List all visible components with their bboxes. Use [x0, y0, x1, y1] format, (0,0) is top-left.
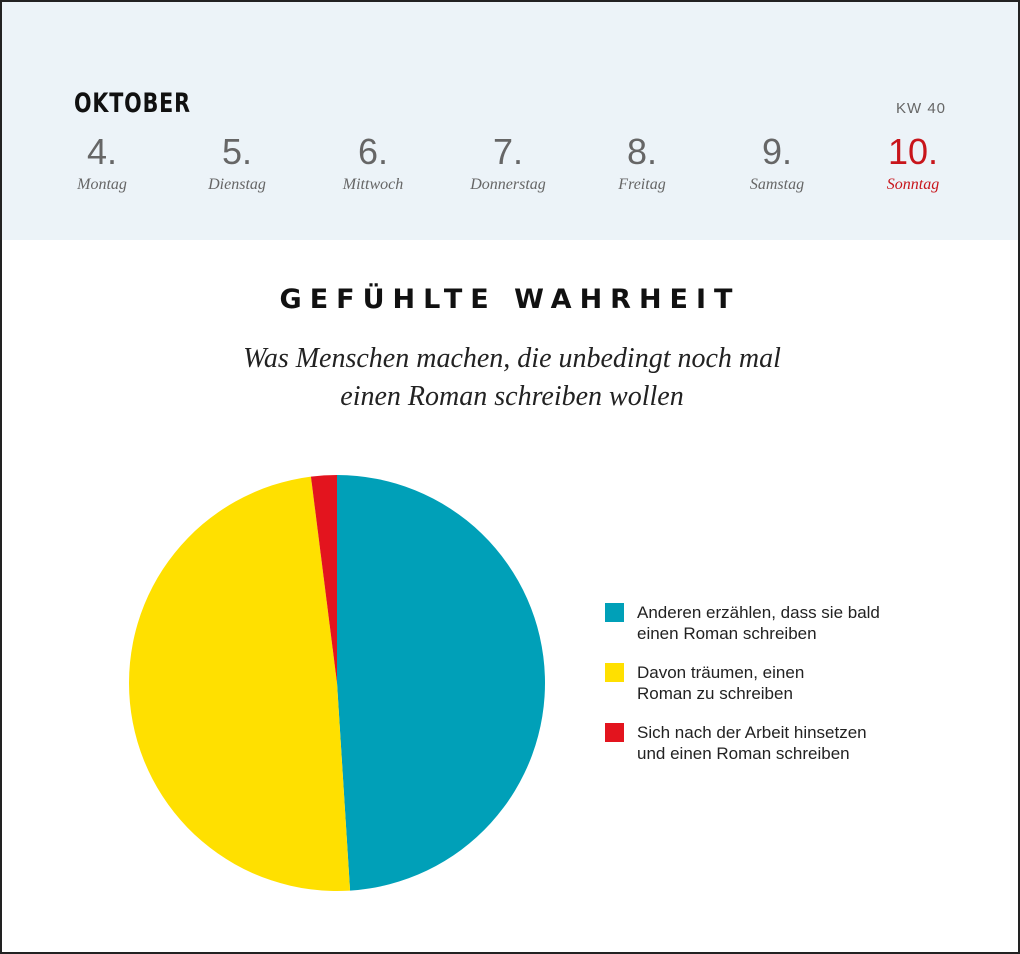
day-name: Donnerstag	[470, 176, 546, 193]
day-column: 4. Montag	[42, 132, 162, 194]
day-number: 10.	[887, 131, 939, 172]
day-name: Samstag	[749, 176, 805, 193]
legend-item: Anderen erzählen, dass sie bald einen Rom…	[605, 602, 880, 644]
week-number: KW 40	[895, 100, 946, 117]
calendar-header: OKTOBER KW 40	[2, 2, 1018, 240]
day-column: 6. Mittwoch	[313, 132, 433, 194]
day-name: Montag	[77, 176, 127, 193]
day-name: Freitag	[618, 176, 666, 193]
pie-slice-2	[310, 475, 337, 683]
pie-slice-1	[129, 476, 351, 891]
legend-label: Sich nach der Arbeit hinsetzen	[637, 723, 867, 742]
day-name: Sonntag	[886, 176, 940, 193]
month-title: OKTOBER	[74, 88, 191, 119]
day-column: 9. Samstag	[717, 132, 837, 194]
day-number: 5.	[221, 131, 253, 172]
subtitle-line: einen Roman schreiben wollen	[340, 381, 684, 412]
chart-title: GEFÜHLTE WAHRHEIT	[279, 284, 741, 315]
day-column: 7. Donnerstag	[448, 132, 568, 194]
legend-item: Sich nach der Arbeit hinsetzen und einen …	[605, 722, 880, 764]
day-number: 8.	[626, 131, 658, 172]
day-number: 9.	[761, 131, 793, 172]
day-number: 4.	[86, 131, 118, 172]
day-name: Dienstag	[208, 176, 266, 193]
day-name: Mittwoch	[342, 176, 404, 193]
day-number: 6.	[357, 131, 389, 172]
legend-label: und einen Roman schreiben	[637, 744, 850, 763]
day-column: 10. Sonntag	[853, 132, 973, 194]
day-column: 5. Dienstag	[177, 132, 297, 194]
chart-subtitle: Was Menschen machen, die unbedingt noch …	[0, 340, 1020, 416]
legend-swatch	[605, 723, 624, 742]
legend-label: Anderen erzählen, dass sie bald	[637, 603, 880, 622]
legend-swatch	[605, 663, 624, 682]
legend: Anderen erzählen, dass sie bald einen Rom…	[605, 602, 880, 782]
legend-label: einen Roman schreiben	[637, 624, 817, 643]
subtitle-line: Was Menschen machen, die unbedingt noch …	[243, 343, 781, 374]
legend-label: Davon träumen, einen	[637, 663, 805, 682]
day-number: 7.	[492, 131, 524, 172]
legend-label: Roman zu schreiben	[637, 684, 793, 703]
legend-item: Davon träumen, einen Roman zu schreiben	[605, 662, 880, 704]
day-column: 8. Freitag	[582, 132, 702, 194]
pie-slice-0	[337, 475, 545, 891]
legend-swatch	[605, 603, 624, 622]
